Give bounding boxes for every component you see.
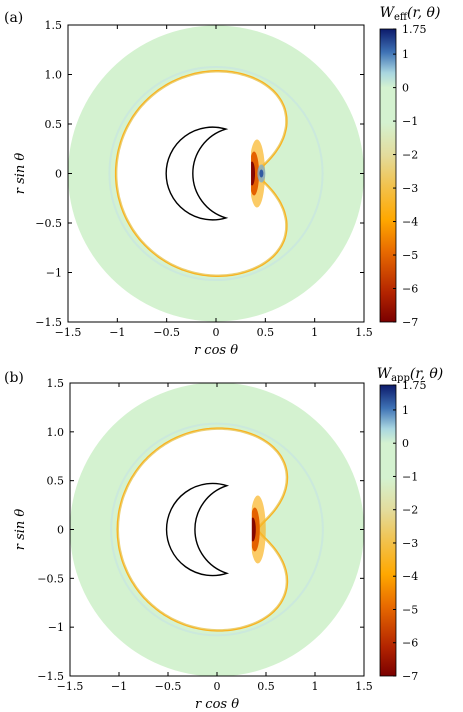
colorbar-title: Weff(r, θ) [380,5,441,23]
colorbar-tick-label: 1 [402,48,409,61]
x-tick-label: −1.5 [57,680,84,693]
colorbar-tick-label: −3 [402,182,418,195]
colorbar-gradient [379,384,397,677]
colorbar-tick-label: −2 [402,149,418,162]
y-tick-label: 1.0 [47,426,65,439]
y-tick-label: 0 [57,524,64,537]
colorbar-ticks: 1.75 1 0 −1 −2 −3 −4 −5 −6 −7 [393,379,427,683]
panel-b: (b) −1.5 −1 −0.5 0 0.5 1 1.5 1.5 1.0 0.5… [4,366,444,712]
y-axis-label: r sin θ [13,509,28,551]
colorbar: 1.75 1 0 −1 −2 −3 −4 −5 −6 −7 Weff(r, θ) [380,5,441,329]
colorbar: 1.75 1 0 −1 −2 −3 −4 −5 −6 −7 Wapp(r, θ) [377,366,444,683]
colorbar-tick-label: −6 [402,283,418,296]
colorbar-tick-label: −4 [402,216,418,229]
notch-minimum [245,489,266,570]
colorbar-ticks: 1.75 1 0 −1 −2 −3 −4 −5 −6 −7 [393,23,427,329]
colorbar-tick-label: −5 [402,249,418,262]
y-ticks: 1.5 1.0 0.5 0 −0.5 −1 −1.5 [37,377,364,683]
positive-patch-core [259,169,264,178]
positive-patch [257,164,266,183]
x-tick-label: −1.5 [55,326,82,339]
y-tick-label: 0.5 [45,118,63,131]
colorbar-title-main: W [377,366,393,382]
y-tick-label: 1.5 [45,19,63,32]
colorbar-title-main: W [380,5,396,21]
x-tick-label: 0.5 [257,326,275,339]
ring-contour [108,65,324,282]
colorbar-tick-label: −5 [402,603,418,616]
x-tick-label: 1.5 [355,680,373,693]
colorbar-gradient [379,28,397,323]
y-ticks: 1.5 1.0 0.5 0 −0.5 −1 −1.5 [35,19,364,329]
y-tick-label: 1.5 [47,377,65,390]
x-tick-label: −1 [109,326,125,339]
y-tick-label: −1.5 [37,670,64,683]
colorbar-tick-label: −6 [402,637,418,650]
boundary-band [114,70,288,277]
notch-minimum [245,133,266,214]
colorbar-tick-label: −4 [402,570,418,583]
panel-label: (a) [4,10,23,26]
colorbar-tick-label: −3 [402,537,418,550]
inner-hole [119,429,286,630]
colorbar-tick-label: 0 [402,82,409,95]
x-tick-label: −0.5 [153,326,180,339]
x-tick-label: −1 [111,680,127,693]
colorbar-tick-label: −1 [402,115,418,128]
colorbar-title-args: (r, θ) [407,5,440,21]
x-ticks: −1.5 −1 −0.5 0 0.5 1 1.5 [57,383,373,693]
y-axis-label: r sin θ [13,153,28,195]
heatmap [68,25,364,322]
y-tick-label: 1.0 [45,69,63,82]
colorbar-title-args: (r, θ) [410,366,443,382]
colorbar-tick-label: 1.75 [402,23,427,36]
x-tick-label: 1.5 [355,326,373,339]
colorbar-tick-label: 1.75 [402,379,427,392]
x-axis-label: r cos θ [195,697,239,708]
colorbar-tick-label: −1 [402,470,418,483]
colorbar-title-sub: app [391,373,410,384]
x-axis-label: r cos θ [194,343,238,358]
colorbar-title: Wapp(r, θ) [377,366,444,384]
x-tick-label: 0 [213,326,220,339]
crescent-outline [165,126,229,221]
boundary-band [116,427,289,632]
y-tick-label: −0.5 [35,217,62,230]
y-tick-label: −1 [46,267,62,280]
colorbar-title-sub: eff [394,12,408,23]
notch-mask [245,133,252,214]
notch-mask [245,489,252,570]
x-tick-label: 0 [214,680,221,693]
heatmap [70,382,364,677]
x-tick-label: −0.5 [155,680,182,693]
colorbar-tick-label: −2 [402,504,418,517]
colorbar-tick-label: −7 [402,670,418,683]
y-tick-label: 0 [55,168,62,181]
y-tick-label: −1.5 [35,316,62,329]
x-tick-label: 1 [311,326,318,339]
colorbar-tick-label: 0 [402,437,409,450]
panel-label: (b) [4,370,24,386]
crescent-outline [165,482,230,577]
y-tick-label: −1 [48,621,64,634]
colorbar-tick-label: −7 [402,316,418,329]
y-tick-label: 0.5 [47,475,65,488]
panel-a: (a) −1.5 −1 −0.5 0 0.5 1 1.5 1.5 1.0 0.5… [4,5,440,358]
x-ticks: −1.5 −1 −0.5 0 0.5 1 1.5 [55,25,373,339]
inner-hole [117,72,286,275]
colorbar-tick-label: 1 [402,404,409,417]
ring-contour [110,422,324,637]
x-tick-label: 0.5 [257,680,275,693]
y-tick-label: −0.5 [37,572,64,585]
x-tick-label: 1 [312,680,319,693]
